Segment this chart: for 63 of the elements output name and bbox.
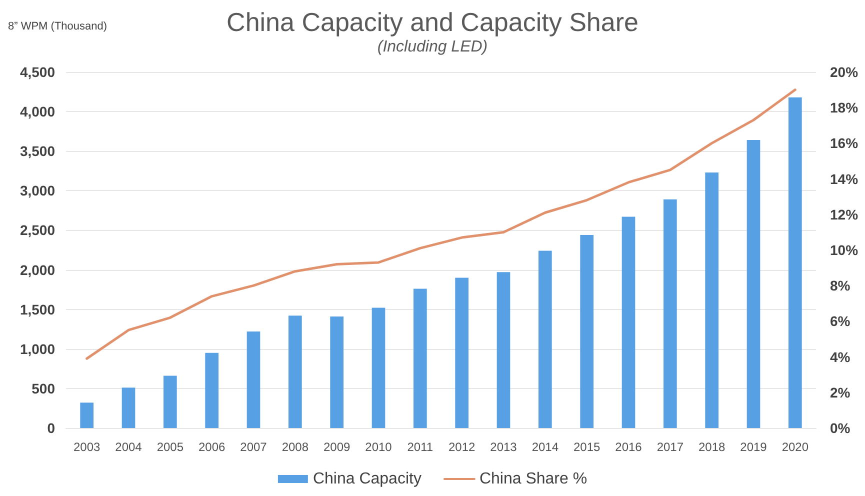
y-tick-label: 2,500	[20, 222, 56, 238]
y2-tick-label: 0%	[830, 420, 851, 436]
x-tick-label: 2013	[490, 440, 518, 454]
bar	[496, 272, 510, 428]
chart-subtitle: (Including LED)	[377, 38, 488, 56]
line-series	[86, 88, 796, 360]
bar	[205, 352, 218, 428]
bar	[746, 140, 760, 428]
y-tick-label: 4,000	[20, 104, 56, 120]
bar	[664, 199, 677, 428]
bar	[164, 376, 177, 428]
y2-tick-label: 18%	[830, 100, 859, 116]
y-axis-title: 8” WPM (Thousand)	[8, 20, 108, 32]
bar	[122, 388, 136, 428]
y-tick-label: 3,500	[20, 143, 56, 160]
y2-tick-label: 16%	[830, 135, 859, 152]
bar	[414, 288, 427, 428]
y2-tick-label: 10%	[830, 242, 859, 258]
bar	[288, 316, 302, 428]
bar	[622, 216, 636, 428]
y2-tick-label: 6%	[830, 313, 851, 330]
y2-tick-label: 20%	[830, 64, 859, 80]
x-tick-label: 2011	[407, 440, 434, 454]
y2-tick-label: 4%	[830, 348, 851, 365]
x-tick-label: 2007	[240, 440, 268, 454]
chart-title: China Capacity and Capacity Share	[226, 7, 638, 37]
y-tick-label: 4,500	[20, 64, 56, 80]
bar	[372, 308, 386, 428]
y2-tick-label: 12%	[830, 206, 859, 222]
x-tick-label: 2019	[740, 440, 768, 454]
y-tick-label: 0	[47, 420, 56, 436]
y-tick-label: 1,500	[20, 301, 56, 318]
y-tick-label: 500	[32, 380, 56, 396]
bar	[538, 250, 552, 428]
y-tick-label: 1,000	[20, 340, 56, 357]
x-tick-label: 2005	[156, 440, 184, 454]
x-tick-label: 2004	[115, 440, 142, 454]
y2-tick-label: 8%	[830, 278, 851, 294]
y-tick-label: 2,000	[20, 262, 56, 278]
bar	[80, 402, 94, 428]
x-tick-label: 2006	[198, 440, 226, 454]
x-tick-label: 2010	[365, 440, 392, 454]
bar	[330, 316, 344, 428]
x-tick-label: 2008	[282, 440, 309, 454]
y2-tick-label: 14%	[830, 170, 859, 187]
y-tick-label: 3,000	[20, 182, 56, 199]
legend-label: China Capacity	[312, 470, 422, 488]
x-tick-label: 2012	[448, 440, 476, 454]
x-tick-label: 2016	[615, 440, 642, 454]
bar	[455, 278, 468, 428]
x-tick-label: 2015	[573, 440, 601, 454]
x-tick-label: 2018	[698, 440, 726, 454]
bar	[246, 331, 260, 428]
bar	[580, 234, 594, 428]
x-tick-label: 2017	[656, 440, 684, 454]
x-tick-label: 2020	[782, 440, 809, 454]
legend-label: China Share %	[479, 470, 588, 488]
bar	[705, 172, 718, 428]
x-tick-label: 2009	[323, 440, 351, 454]
x-tick-label: 2014	[532, 440, 559, 454]
x-tick-label: 2003	[73, 440, 101, 454]
y2-tick-label: 2%	[830, 384, 851, 400]
bar	[788, 97, 802, 428]
